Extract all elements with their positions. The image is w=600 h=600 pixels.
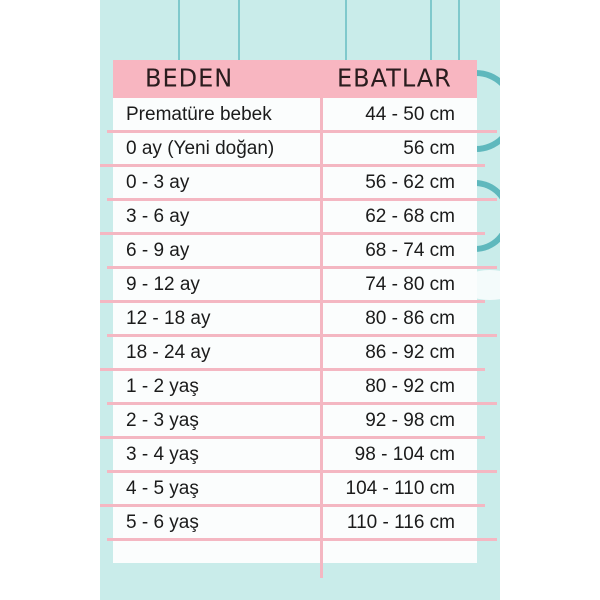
table-row: 3 - 4 yaş 98 - 104 cm	[0, 438, 600, 473]
measure-cell: 104 - 110 cm	[345, 478, 455, 499]
table-row: 0 ay (Yeni doğan) 56 cm	[0, 132, 600, 167]
row-divider	[107, 198, 497, 201]
column-divider	[320, 98, 323, 578]
size-cell: 12 - 18 ay	[126, 308, 211, 329]
measure-cell: 68 - 74 cm	[365, 240, 455, 261]
table-row: 9 - 12 ay 74 - 80 cm	[0, 268, 600, 303]
row-divider	[100, 164, 485, 167]
measure-cell: 98 - 104 cm	[354, 444, 455, 465]
size-chart-card	[113, 60, 477, 563]
hanging-string	[238, 0, 240, 60]
size-cell: 4 - 5 yaş	[126, 478, 199, 499]
row-divider	[100, 436, 485, 439]
table-row: 0 - 3 ay 56 - 62 cm	[0, 166, 600, 201]
measure-cell: 44 - 50 cm	[365, 104, 455, 125]
size-cell: 2 - 3 yaş	[126, 410, 199, 431]
hanging-string	[430, 0, 432, 60]
table-row: 6 - 9 ay 68 - 74 cm	[0, 234, 600, 269]
size-cell: 5 - 6 yaş	[126, 512, 199, 533]
table-row: 18 - 24 ay 86 - 92 cm	[0, 336, 600, 371]
size-cell: 3 - 6 ay	[126, 206, 190, 227]
hanging-string	[458, 0, 460, 60]
row-divider	[100, 504, 485, 507]
row-divider	[107, 538, 497, 541]
size-cell: 6 - 9 ay	[126, 240, 190, 261]
hanging-string	[345, 0, 347, 60]
measure-cell: 80 - 92 cm	[365, 376, 455, 397]
table-row: 1 - 2 yaş 80 - 92 cm	[0, 370, 600, 405]
measure-cell: 80 - 86 cm	[365, 308, 455, 329]
size-cell: 18 - 24 ay	[126, 342, 211, 363]
measure-cell: 74 - 80 cm	[365, 274, 455, 295]
size-cell: 0 ay (Yeni doğan)	[126, 138, 275, 159]
row-divider	[107, 402, 497, 405]
row-divider	[107, 266, 497, 269]
size-cell: 1 - 2 yaş	[126, 376, 199, 397]
table-row: Prematüre bebek 44 - 50 cm	[0, 98, 600, 133]
table-row: 12 - 18 ay 80 - 86 cm	[0, 302, 600, 337]
decor-ring	[470, 70, 500, 152]
size-cell: 3 - 4 yaş	[126, 444, 199, 465]
measure-cell: 110 - 116 cm	[346, 512, 455, 533]
decor-ring	[465, 180, 500, 252]
table-header: BEDEN EBATLAR	[113, 60, 477, 98]
table-row: 4 - 5 yaş 104 - 110 cm	[0, 472, 600, 507]
measure-cell: 92 - 98 cm	[365, 410, 455, 431]
table-row: 2 - 3 yaş 92 - 98 cm	[0, 404, 600, 439]
header-size: BEDEN	[145, 63, 234, 93]
row-divider	[100, 232, 485, 235]
row-divider	[107, 334, 497, 337]
measure-cell: 56 - 62 cm	[365, 172, 455, 193]
size-cell: 0 - 3 ay	[126, 172, 190, 193]
row-divider	[107, 130, 497, 133]
header-measure: EBATLAR	[337, 63, 452, 93]
measure-cell: 56 cm	[403, 138, 455, 159]
row-divider	[100, 368, 485, 371]
table-row: 5 - 6 yaş 110 - 116 cm	[0, 506, 600, 541]
measure-cell: 62 - 68 cm	[365, 206, 455, 227]
size-cell: 9 - 12 ay	[126, 274, 200, 295]
table-row: 3 - 6 ay 62 - 68 cm	[0, 200, 600, 235]
size-cell: Prematüre bebek	[126, 104, 272, 125]
row-divider	[107, 470, 497, 473]
row-divider	[100, 300, 485, 303]
measure-cell: 86 - 92 cm	[365, 342, 455, 363]
hanging-string	[178, 0, 180, 60]
